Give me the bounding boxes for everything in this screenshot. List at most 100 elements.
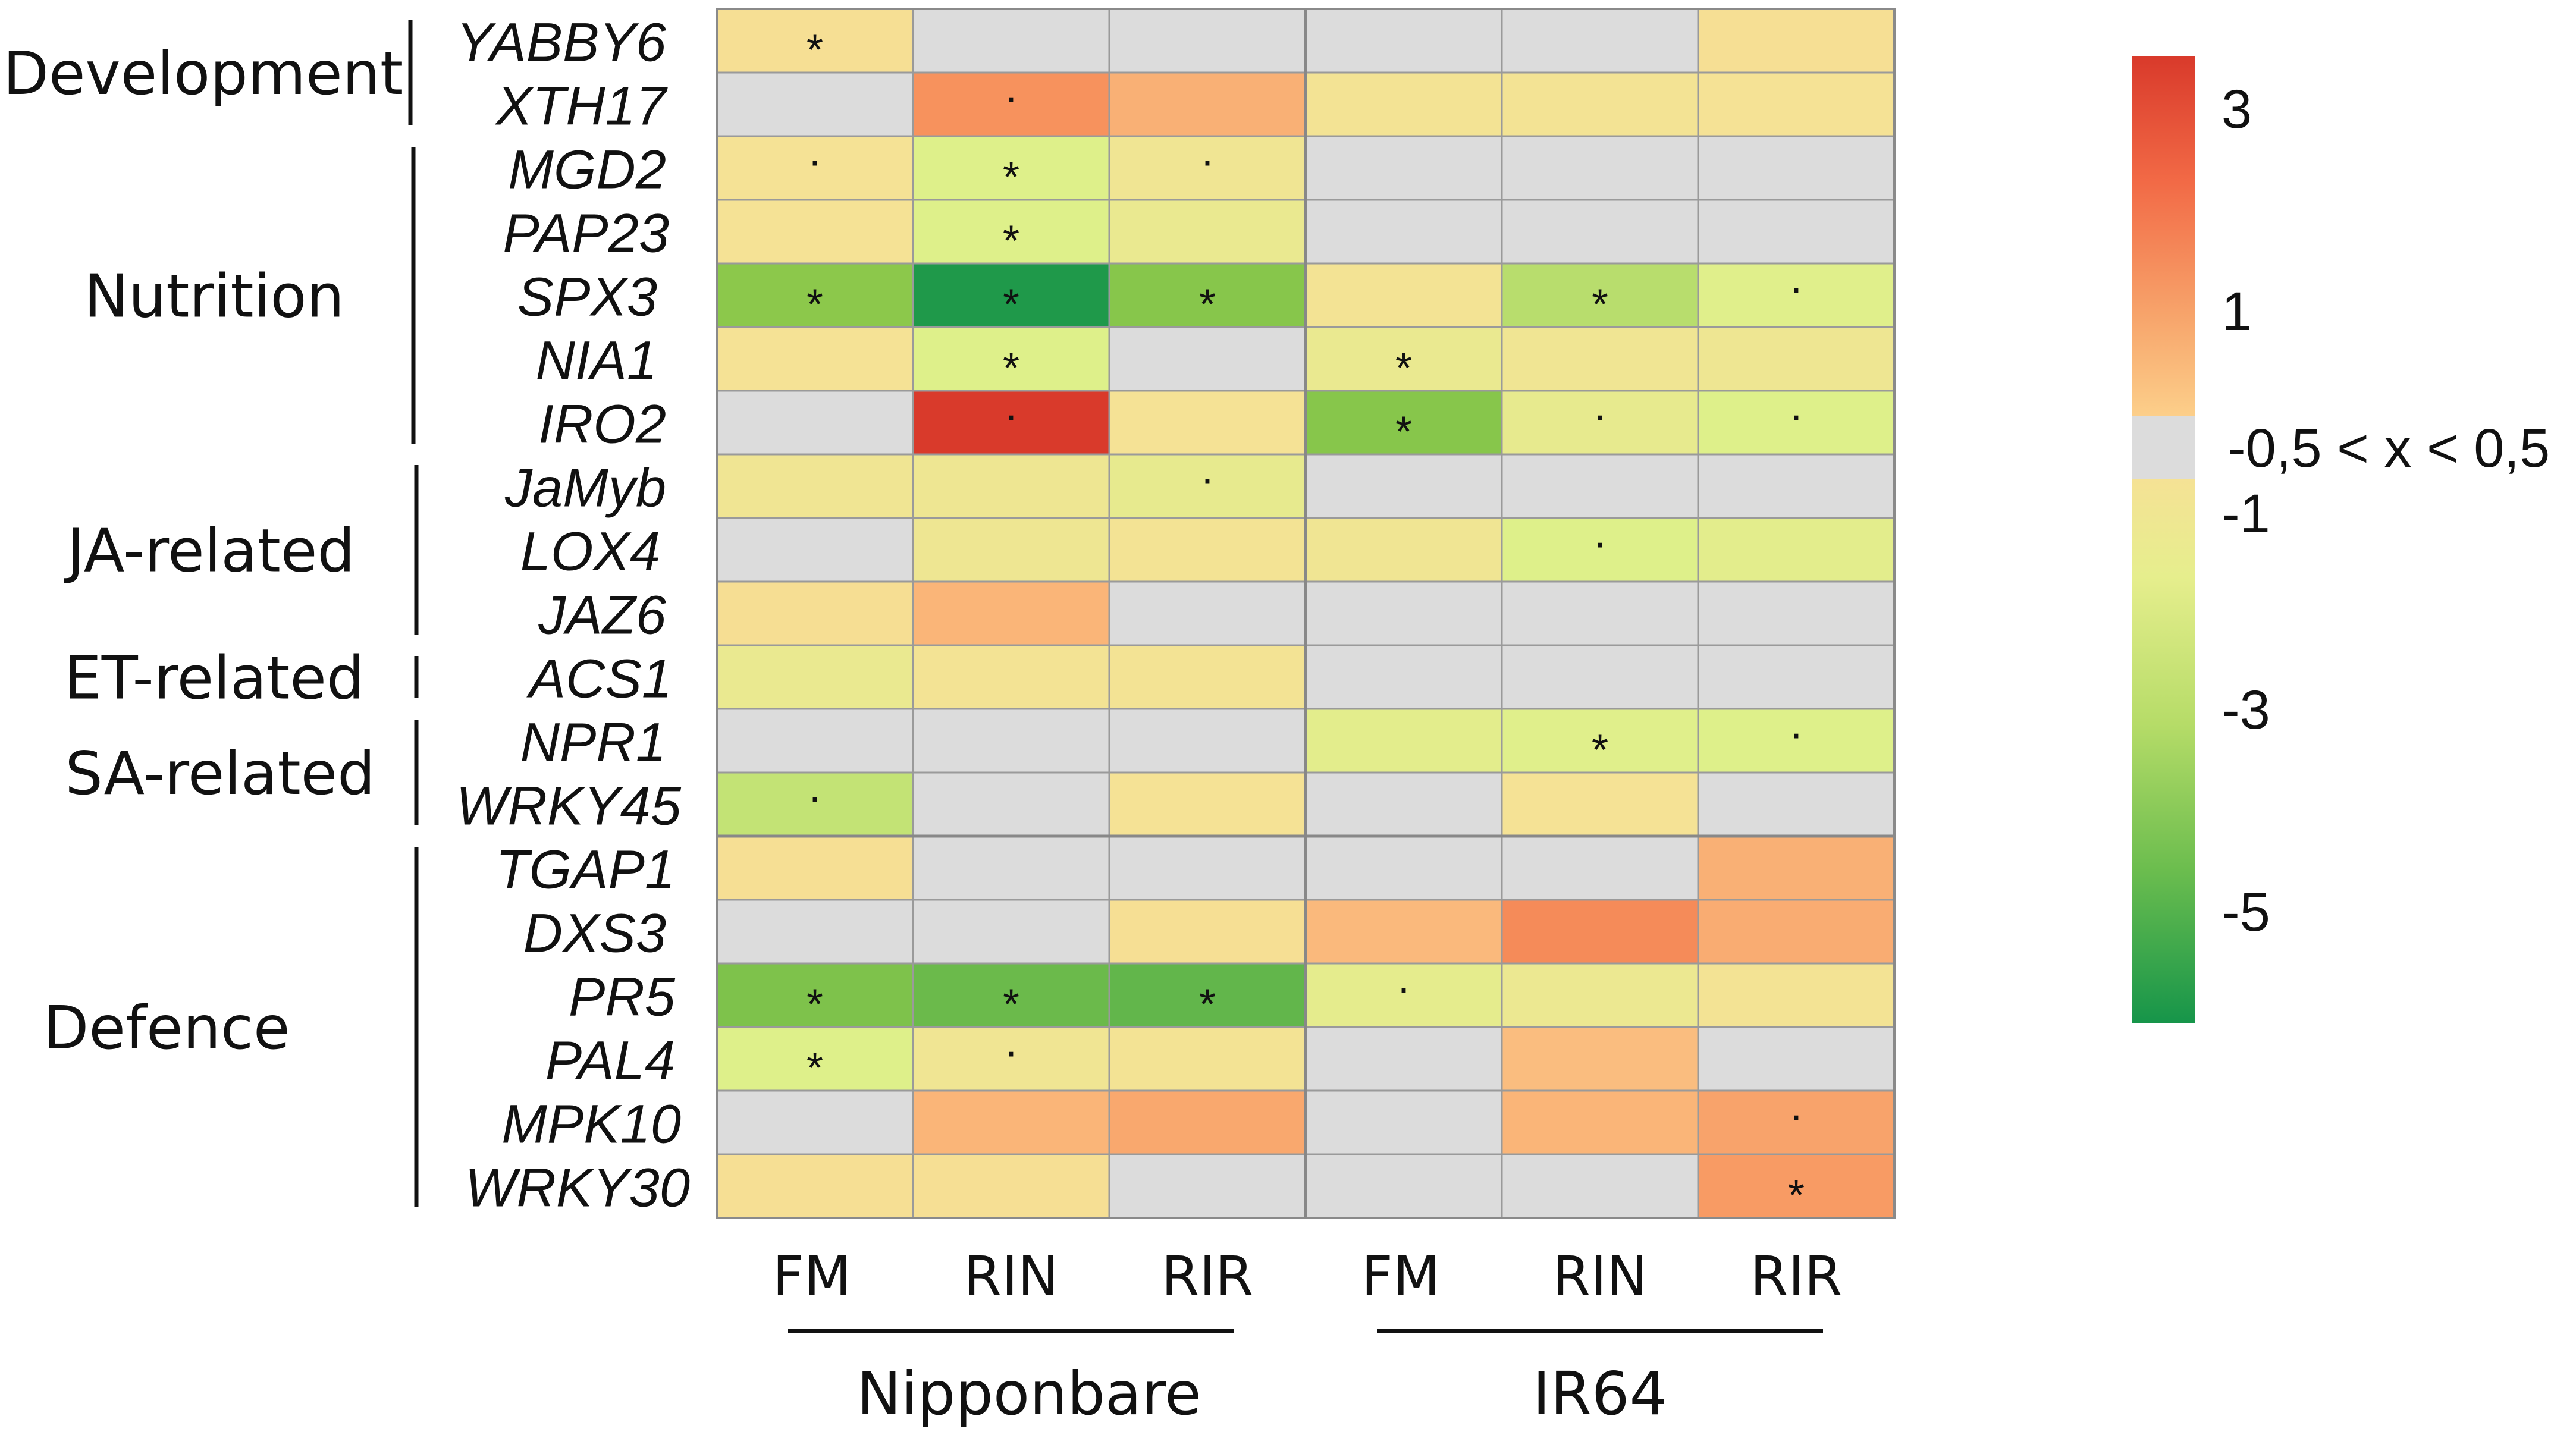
significance-marker: ·	[808, 774, 822, 821]
column-label-rir-2: RIR	[1162, 1245, 1254, 1308]
significance-marker: *	[1199, 281, 1216, 329]
heatmap-cell-yabby6-0	[716, 8, 914, 74]
group-label-nipponbare: Nipponbare	[856, 1359, 1201, 1428]
heatmap-cell-lox4-1	[912, 517, 1110, 583]
heatmap-cell-mpk10-3	[1304, 1089, 1503, 1155]
significance-marker: ·	[1200, 456, 1215, 503]
heatmap-cell-wrky45-0	[716, 771, 914, 837]
heatmap-cell-xth17-2	[1108, 71, 1307, 137]
gene-label-nia1: NIA1	[535, 331, 657, 391]
heatmap-cell-xth17-1	[912, 71, 1110, 137]
heatmap-cell-jaz6-2	[1108, 580, 1307, 646]
heatmap-cell-npr1-2	[1108, 708, 1307, 774]
column-labels: FM RIN RIR FM RIN RIR Nipponbare IR64	[773, 1245, 1843, 1428]
gene-label-dxs3: DXS3	[523, 903, 666, 964]
heatmap-border	[716, 8, 1896, 1219]
heatmap-cell-mgd2-5	[1697, 135, 1896, 201]
heatmap-cell-jaz6-3	[1304, 580, 1503, 646]
heatmap-cell-iro2-5	[1697, 390, 1896, 456]
significance-marker: ·	[1004, 392, 1018, 439]
heatmap-cell-wrky30-2	[1108, 1153, 1307, 1219]
heatmap-cell-jamyb-2	[1108, 453, 1307, 519]
heatmap-cell-npr1-1	[912, 708, 1110, 774]
heatmap-cell-yabby6-1	[912, 8, 1110, 74]
heatmap-cell-npr1-3	[1304, 708, 1503, 774]
gene-label-pal4: PAL4	[545, 1031, 675, 1091]
gene-label-pap23: PAP23	[503, 203, 669, 264]
heatmap-cell-spx3-4	[1501, 262, 1699, 328]
heatmap-cell-spx3-1	[912, 262, 1110, 328]
gene-label-spx3: SPX3	[517, 267, 657, 328]
significance-marker: *	[1003, 981, 1019, 1029]
significance-marker: *	[1003, 218, 1019, 265]
heatmap-cell-pal4-2	[1108, 1026, 1307, 1092]
significance-marker: ·	[1789, 265, 1803, 312]
colorbar-positive-gradient	[2132, 56, 2195, 416]
heatmap-cell-jaz6-4	[1501, 580, 1699, 646]
heatmap-cell-mgd2-3	[1304, 135, 1503, 201]
significance-marker: ·	[1789, 710, 1803, 758]
heatmap-cell-pap23-1	[912, 199, 1110, 265]
heatmap-cell-yabby6-3	[1304, 8, 1503, 74]
heatmap-cell-iro2-0	[716, 390, 914, 456]
significance-marker: ·	[808, 137, 822, 185]
heatmap-cell-tgap1-4	[1501, 835, 1699, 901]
heatmap-cell-wrky45-3	[1304, 771, 1503, 837]
heatmap-cell-pal4-0	[716, 1026, 914, 1092]
heatmap-cell-iro2-2	[1108, 390, 1307, 456]
heatmap-cell-pap23-0	[716, 199, 914, 265]
significance-marker: *	[1395, 409, 1412, 456]
significance-marker: ·	[1593, 519, 1607, 567]
color-legend: 3 1 -1 -3 -5 -0,5 < x < 0,5	[2132, 56, 2550, 1023]
heatmap-cell-dxs3-3	[1304, 899, 1503, 965]
heatmap-cell-wrky45-1	[912, 771, 1110, 837]
significance-marker: ·	[1200, 137, 1215, 185]
heatmap-cell-acs1-2	[1108, 644, 1307, 710]
significance-marker: *	[1003, 281, 1019, 329]
heatmap-cell-nia1-5	[1697, 326, 1896, 392]
gene-label-tgap1: TGAP1	[495, 840, 675, 900]
heatmap-cell-jamyb-1	[912, 453, 1110, 519]
gene-label-mgd2: MGD2	[508, 140, 666, 200]
heatmap-cell-mpk10-2	[1108, 1089, 1307, 1155]
gene-labels: YABBY6XTH17MGD2PAP23SPX3NIA1IRO2JaMybLOX…	[456, 12, 690, 1219]
heatmap-cell-pr5-5	[1697, 962, 1896, 1028]
significance-marker: ·	[1789, 1092, 1803, 1139]
significance-marker: ·	[1004, 1028, 1018, 1076]
heatmap-cell-tgap1-5	[1697, 835, 1896, 901]
colorbar-tick-label: -3	[2222, 680, 2270, 740]
colorbar-tick-label: 1	[2222, 281, 2252, 342]
colorbar-neutral-label: -0,5 < x < 0,5	[2227, 418, 2550, 479]
significance-markers: *·· * ·** * * * ·* *· * · ···* ··* * * ·* ··*	[807, 27, 1805, 1220]
heatmap-cell-tgap1-0	[716, 835, 914, 901]
significance-marker: ·	[1593, 392, 1607, 439]
heatmap-cell-iro2-1	[912, 390, 1110, 456]
significance-marker: *	[807, 1045, 823, 1092]
heatmap-cell-xth17-0	[716, 71, 914, 137]
heatmap-cell-wrky45-4	[1501, 771, 1699, 837]
heatmap-cell-pr5-2	[1108, 962, 1307, 1028]
heatmap-cell-nia1-4	[1501, 326, 1699, 392]
gene-label-jaz6: JAZ6	[538, 585, 667, 646]
category-label-development: Development	[3, 39, 403, 108]
significance-marker: *	[1199, 981, 1216, 1029]
heatmap-cell-npr1-5	[1697, 708, 1896, 774]
heatmap-cell-npr1-4	[1501, 708, 1699, 774]
heatmap-cell-mpk10-0	[716, 1089, 914, 1155]
heatmap-cell-jamyb-0	[716, 453, 914, 519]
heatmap-cell-wrky30-0	[716, 1153, 914, 1219]
gene-label-wrky30: WRKY30	[465, 1158, 690, 1219]
significance-marker: ·	[1789, 392, 1803, 439]
significance-marker: ·	[1004, 74, 1018, 121]
heatmap-cell-xth17-5	[1697, 71, 1896, 137]
significance-marker: *	[1592, 281, 1608, 329]
heatmap-cell-acs1-4	[1501, 644, 1699, 710]
heatmap-cell-acs1-1	[912, 644, 1110, 710]
heatmap-cell-jamyb-4	[1501, 453, 1699, 519]
heatmap-cell-lox4-5	[1697, 517, 1896, 583]
significance-marker: *	[1788, 1172, 1805, 1220]
heatmap-cell-lox4-0	[716, 517, 914, 583]
heatmap-cell-jaz6-1	[912, 580, 1110, 646]
heatmap-cell-pal4-1	[912, 1026, 1110, 1092]
heatmap-cell-npr1-0	[716, 708, 914, 774]
